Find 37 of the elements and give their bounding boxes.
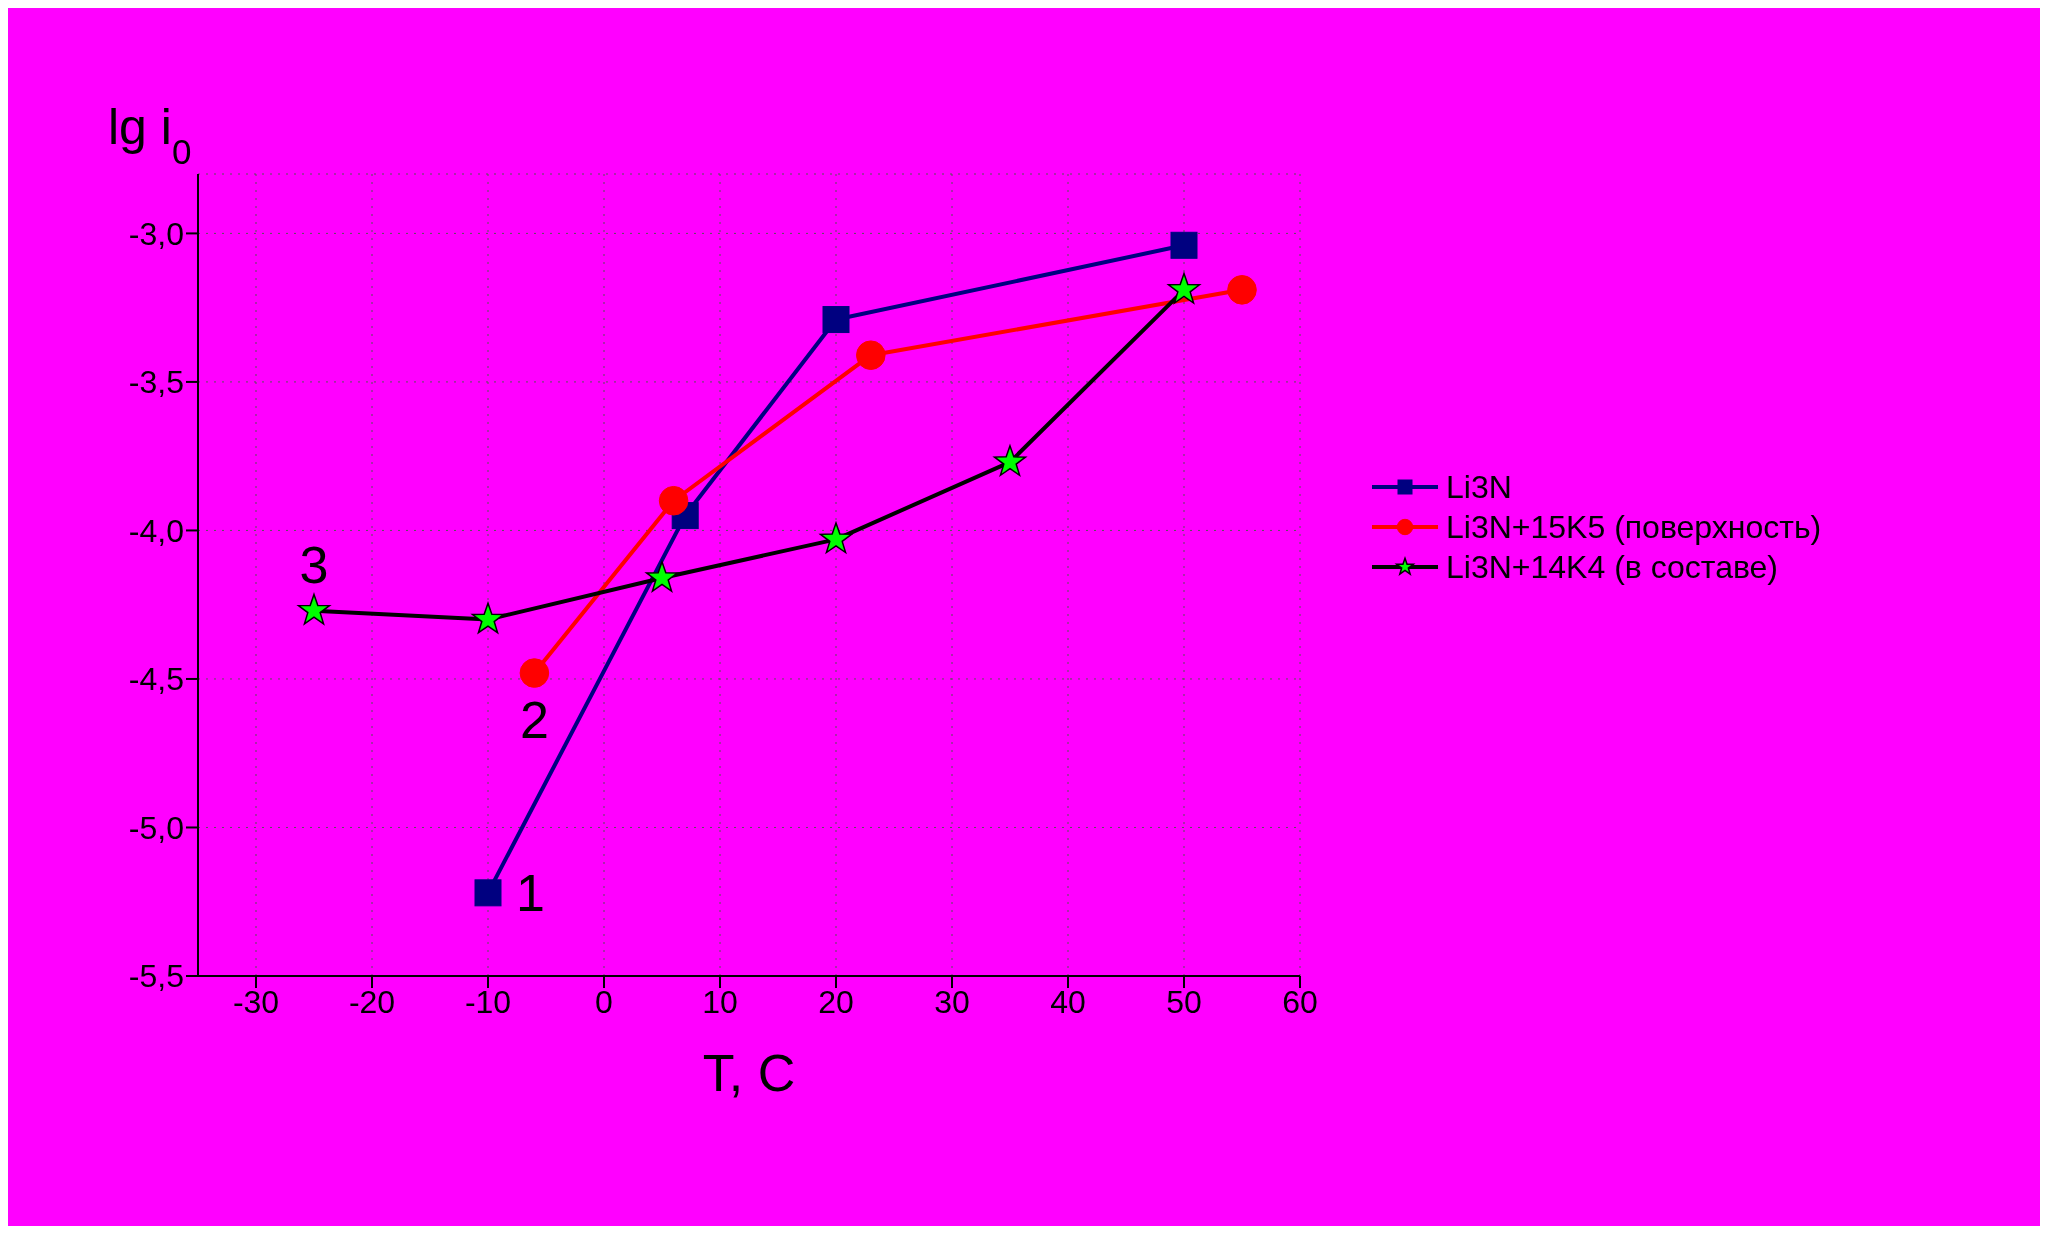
annotation: 3	[299, 535, 329, 594]
legend-label: Li3N	[1446, 468, 1512, 506]
y-tick-label: -4,0	[128, 512, 184, 549]
y-axis-title: lg i$_{0}$	[108, 99, 192, 171]
x-tick-label: 50	[1166, 983, 1202, 1020]
x-tick-label: 40	[1050, 983, 1086, 1020]
x-tick-label: -20	[348, 983, 396, 1020]
x-tick-label: 10	[702, 983, 738, 1020]
legend-label: Li3N+15K5 (поверхность)	[1446, 508, 1822, 546]
point	[822, 306, 850, 334]
y-tick-label: -5,0	[128, 809, 184, 846]
annotation: 1	[516, 864, 545, 923]
point	[856, 340, 886, 370]
point	[1170, 231, 1198, 259]
point	[658, 485, 689, 516]
point	[645, 560, 679, 592]
x-tick-label: -30	[232, 983, 280, 1020]
annotation: 2	[519, 690, 549, 749]
point	[1227, 275, 1257, 305]
point	[297, 593, 331, 625]
point	[519, 658, 550, 688]
point	[471, 602, 505, 634]
point	[474, 879, 502, 907]
point	[1167, 272, 1201, 304]
x-tick-label: -10	[464, 983, 512, 1020]
x-tick-label: 30	[934, 983, 970, 1020]
x-tick-label: 60	[1282, 983, 1318, 1020]
legend-label: Li3N+14K4 (в составе)	[1446, 548, 1779, 586]
x-tick-label: 20	[818, 983, 854, 1020]
point	[819, 522, 853, 554]
y-tick-label: -5,5	[128, 958, 184, 995]
x-axis-title: T, C	[702, 1044, 796, 1102]
y-tick-label: -4,5	[128, 661, 184, 698]
y-tick-label: -3,0	[128, 215, 184, 252]
y-tick-label: -3,5	[128, 364, 184, 401]
x-tick-label: 0	[595, 983, 613, 1020]
point	[993, 445, 1027, 477]
